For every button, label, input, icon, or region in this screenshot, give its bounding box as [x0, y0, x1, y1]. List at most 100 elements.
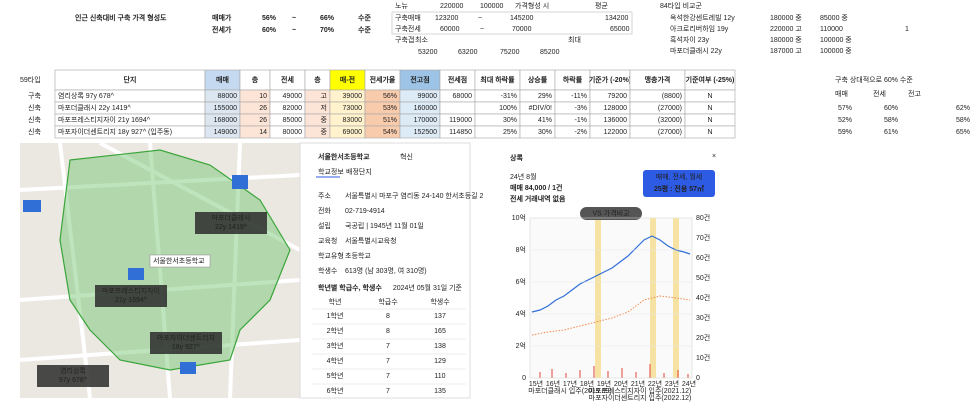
map-label-box [195, 212, 267, 234]
table-value: N [707, 117, 712, 124]
calc-cell: 최소 [415, 35, 428, 44]
table-value: (32000) [658, 117, 682, 124]
side-value: 52% [838, 117, 852, 124]
calc-cell: 70000 [512, 26, 532, 33]
calc-cell: 145200 [510, 15, 533, 22]
column-header: 기준가 (-20%) [589, 75, 631, 84]
map-label: 22y 1419^ [215, 224, 248, 231]
summary-cell: 매매가 [212, 13, 232, 22]
school-info: 주소 [318, 192, 331, 200]
table-value: 고 [321, 92, 328, 100]
column-header: 전세 [281, 75, 294, 84]
table-value: 마포자이더센트리지 18y 927^ (입주동) [58, 127, 172, 136]
x-tick-label: 20년 [614, 379, 628, 388]
calc-box [391, 11, 633, 35]
grade-note: 2024년 05월 31일 기준 [393, 283, 463, 292]
y-tick-label: 2억 [516, 342, 526, 350]
move-in-band [595, 218, 601, 378]
y-tick-label: 8억 [516, 246, 526, 254]
map-label-box [150, 332, 222, 354]
y2-tick-label: 60건 [696, 253, 710, 262]
calc-cell: 구축전세 [395, 24, 421, 33]
table-value: 152500 [414, 129, 437, 136]
close-button[interactable]: × [712, 153, 716, 160]
grade-cell: 138 [434, 343, 446, 350]
school-badge: 혁신 [400, 152, 413, 161]
table-value: 14 [259, 129, 267, 136]
volume-bars [539, 364, 689, 378]
compare-cell: 110000 [820, 26, 843, 33]
table-value: 중 [321, 128, 328, 136]
compare-cell: 100000 중 [820, 36, 852, 44]
move-in-note: 마포더클래시 입주(2019.09) [528, 386, 611, 395]
school-info: 서울특별시교육청 [345, 236, 397, 245]
table-value: 26 [259, 105, 267, 112]
type-label: 59타입 [20, 75, 41, 84]
compare-button[interactable] [580, 207, 642, 220]
side-value: 61% [884, 129, 898, 136]
table-value: 100% [499, 105, 517, 112]
calc-cell: 63200 [458, 49, 478, 56]
school-info: 02-719-4914 [345, 208, 385, 215]
rent-trend [531, 295, 691, 336]
map-school-label: 서울한서초등학교 [153, 256, 205, 265]
column-header: 전세가율 [370, 75, 396, 84]
calc-cell: 53200 [418, 49, 438, 56]
table-value: 119000 [449, 117, 472, 124]
table-value: 30% [538, 129, 552, 136]
grade-cell: 8 [386, 313, 390, 320]
school-panel [299, 142, 471, 399]
table-value: -1% [575, 117, 587, 124]
school-info: 초등학교 [345, 251, 371, 260]
y-tick-label: 10억 [512, 214, 526, 222]
map-pin [180, 362, 196, 374]
x-tick-label: 19년 [597, 379, 611, 388]
summary-cell: 수준 [358, 26, 371, 34]
grade-cell: 1학년 [327, 311, 344, 320]
grade-cell: 6학년 [327, 386, 344, 395]
grade-cell: 7 [386, 388, 390, 395]
x-tick-label: 24년 [682, 379, 696, 388]
school-title: 서울한서초등학교 [318, 152, 370, 161]
filter-box[interactable] [643, 170, 715, 197]
calc-cell: 65000 [610, 26, 630, 33]
calc-cell: 평균 [595, 1, 608, 10]
school-info: 설립 [318, 222, 331, 230]
column-header: 최대 하락률 [480, 75, 515, 84]
map-label: 마포프레스티지자이 [102, 286, 160, 295]
table-value: 149000 [214, 129, 237, 136]
compare-cell: 85000 중 [820, 14, 848, 22]
move-in-note: 마포자이더센트리지 입주(2022.12) [589, 393, 692, 402]
summary-cell: 56% [262, 15, 277, 22]
column-header: 상승률 [528, 75, 548, 84]
table-value: 155000 [214, 105, 237, 112]
compare-cell: 187000 고 [770, 47, 802, 55]
y2-tick-label: 70건 [696, 233, 710, 242]
map-pin [23, 200, 41, 212]
column-header: 전고점 [410, 75, 429, 84]
table-value: 136000 [604, 117, 627, 124]
table-value: 염리상록 97y 678^ [58, 91, 115, 100]
side-value: 57% [838, 105, 852, 112]
table-value: 41% [538, 117, 552, 124]
side-value: 58% [884, 117, 898, 124]
plot-area [529, 217, 693, 379]
grade-cell: 135 [434, 388, 446, 395]
school-info: 서울특별시 마포구 염리동 24-140 한서초등길 2 [345, 191, 484, 200]
school-info: 교육청 [318, 237, 337, 245]
column-header: 단지 [124, 75, 137, 84]
school-info: 학생수 [318, 266, 338, 275]
map-pin [128, 268, 144, 280]
table-value: 54% [383, 129, 397, 136]
map-school-box [149, 254, 211, 268]
row-label: 신축 [28, 127, 41, 136]
grade-header: 학생수 [430, 297, 450, 306]
y-tick-label: 4억 [516, 310, 526, 318]
table-value: -2% [575, 129, 587, 136]
grade-title: 학년별 학급수, 학생수 [318, 283, 382, 292]
table-cell [439, 101, 476, 115]
move-in-band [650, 218, 656, 378]
move-in-band [673, 218, 679, 378]
compare-cell: 180000 중 [770, 36, 802, 44]
grade-cell: 7 [386, 358, 390, 365]
